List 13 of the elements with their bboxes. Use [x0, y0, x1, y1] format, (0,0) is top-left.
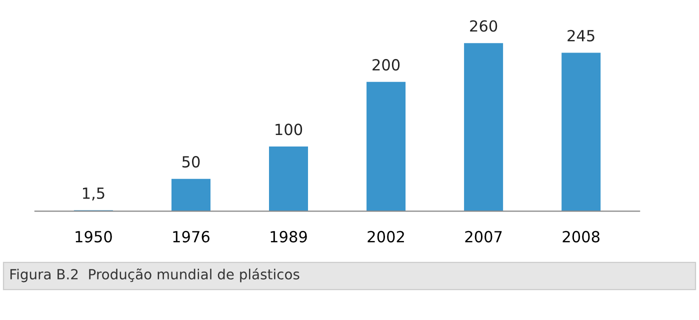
data-label: 260	[470, 20, 498, 32]
x-tick-label: 2007	[465, 230, 502, 242]
x-tick-label: 1950	[76, 230, 112, 242]
x-tick-label: 2002	[368, 230, 404, 242]
x-tick-label: 2008	[562, 230, 600, 242]
x-tick-label: 1976	[173, 230, 210, 242]
data-label: 50	[182, 156, 200, 168]
data-label: 200	[372, 59, 400, 71]
x-tick-label: 1989	[270, 230, 307, 242]
data-label: 245	[568, 30, 594, 42]
data-label: 1,5	[82, 188, 104, 200]
data-label: 100	[276, 124, 302, 136]
text: Figura B.2 Produção mundial de plásticos	[10, 268, 300, 282]
